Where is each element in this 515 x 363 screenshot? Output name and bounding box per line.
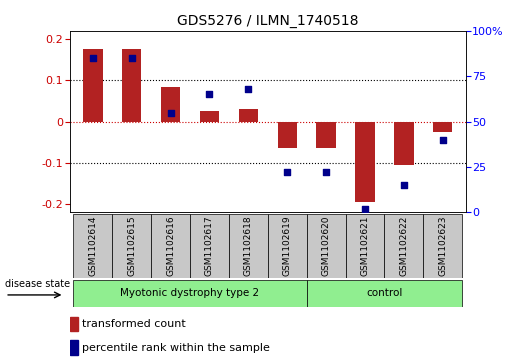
- Point: [322, 170, 330, 175]
- Bar: [384, 214, 423, 278]
- Text: transformed count: transformed count: [82, 319, 186, 329]
- Bar: [70, 340, 78, 355]
- Bar: [161, 86, 180, 122]
- Bar: [394, 122, 414, 165]
- Title: GDS5276 / ILMN_1740518: GDS5276 / ILMN_1740518: [177, 15, 358, 28]
- Bar: [74, 280, 306, 307]
- Bar: [423, 214, 462, 278]
- Bar: [200, 111, 219, 122]
- Bar: [190, 214, 229, 278]
- Text: GSM1102619: GSM1102619: [283, 216, 291, 276]
- Bar: [122, 49, 142, 122]
- Point: [400, 182, 408, 188]
- Text: GSM1102620: GSM1102620: [321, 216, 331, 276]
- Point: [283, 170, 291, 175]
- Point: [89, 55, 97, 61]
- Text: percentile rank within the sample: percentile rank within the sample: [82, 343, 270, 352]
- Bar: [278, 122, 297, 148]
- Text: GSM1102622: GSM1102622: [399, 216, 408, 276]
- Point: [244, 86, 252, 92]
- Point: [128, 55, 136, 61]
- Text: GSM1102623: GSM1102623: [438, 216, 447, 276]
- Text: GSM1102616: GSM1102616: [166, 216, 175, 276]
- Text: GSM1102614: GSM1102614: [89, 216, 97, 276]
- Bar: [306, 280, 462, 307]
- Text: GSM1102618: GSM1102618: [244, 216, 253, 276]
- Bar: [112, 214, 151, 278]
- Bar: [74, 214, 112, 278]
- Text: GSM1102621: GSM1102621: [360, 216, 369, 276]
- Text: Myotonic dystrophy type 2: Myotonic dystrophy type 2: [121, 288, 260, 298]
- Text: control: control: [366, 288, 403, 298]
- Bar: [70, 317, 78, 331]
- Bar: [238, 109, 258, 122]
- Bar: [346, 214, 384, 278]
- Point: [205, 91, 214, 97]
- Bar: [83, 49, 102, 122]
- Bar: [355, 122, 375, 202]
- Point: [166, 110, 175, 115]
- Point: [439, 137, 447, 143]
- Bar: [316, 122, 336, 148]
- Bar: [306, 214, 346, 278]
- Text: GSM1102615: GSM1102615: [127, 216, 136, 276]
- Bar: [151, 214, 190, 278]
- Text: GSM1102617: GSM1102617: [205, 216, 214, 276]
- Point: [361, 206, 369, 212]
- Bar: [268, 214, 306, 278]
- Bar: [229, 214, 268, 278]
- Text: disease state: disease state: [5, 280, 70, 290]
- Bar: [433, 122, 453, 132]
